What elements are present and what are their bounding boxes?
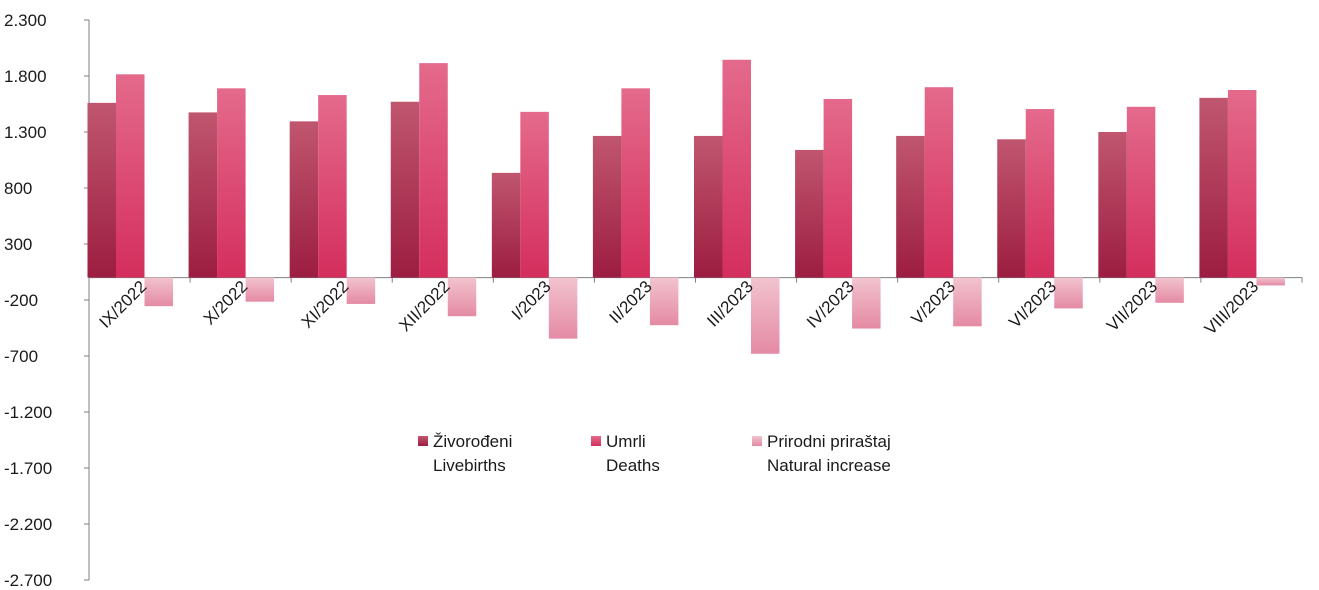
y-tick-label: -1.700	[4, 459, 52, 478]
y-tick-label: -2.700	[4, 571, 52, 590]
bar	[548, 277, 578, 339]
category-label: IX/2022	[95, 277, 150, 332]
bar	[1025, 109, 1055, 278]
bar	[217, 88, 246, 278]
category-label: II/2023	[606, 277, 656, 327]
bar	[852, 277, 881, 329]
bar	[116, 74, 145, 278]
y-tick-label: 800	[4, 179, 32, 198]
category-label: I/2023	[508, 277, 555, 324]
legend-label-line2: Natural increase	[767, 456, 891, 475]
category-label: X/2022	[200, 277, 252, 329]
bar	[592, 135, 622, 278]
legend-label-line1: Umrli	[606, 432, 646, 451]
category-label: VIII/2023	[1201, 277, 1263, 339]
legend-label-line1: Prirodni priraštaj	[767, 432, 891, 451]
bar	[1199, 97, 1228, 278]
bar	[997, 139, 1026, 278]
category-label: XI/2022	[298, 277, 353, 332]
bar	[447, 277, 477, 317]
legend-label-line2: Deaths	[606, 456, 660, 475]
bar	[953, 277, 982, 327]
y-tick-label: 1.300	[4, 123, 47, 142]
bar	[188, 112, 218, 278]
category-label: XII/2022	[395, 277, 453, 335]
bar	[751, 277, 780, 354]
bar	[346, 277, 376, 304]
y-tick-label: 2.300	[4, 11, 47, 30]
bar	[1054, 277, 1083, 309]
bar	[245, 277, 275, 302]
legend-swatch	[418, 436, 428, 446]
bar	[1098, 132, 1127, 278]
bar	[722, 59, 751, 278]
legend-label-line2: Livebirths	[433, 456, 506, 475]
bar	[318, 95, 347, 278]
bar	[896, 135, 925, 278]
bar	[1155, 277, 1184, 303]
legend: Živorođeni Livebirths Umrli Deaths Prirodni …	[418, 432, 891, 475]
category-label: V/2023	[907, 277, 959, 329]
bar	[87, 102, 116, 278]
legend-label-line1: Živorođeni	[433, 432, 512, 451]
bar	[419, 63, 448, 278]
category-label: VII/2023	[1103, 277, 1161, 335]
bar	[924, 87, 954, 278]
bar	[795, 149, 824, 278]
y-tick-label: -200	[4, 291, 38, 310]
legend-swatch	[591, 436, 601, 446]
y-tick-label: -2.200	[4, 515, 52, 534]
y-tick-label: -1.200	[4, 403, 52, 422]
bar	[1256, 277, 1285, 286]
bars	[87, 59, 1285, 354]
bar	[144, 277, 173, 307]
bar	[649, 277, 679, 326]
bar	[694, 135, 723, 278]
y-tick-label: -700	[4, 347, 38, 366]
bar	[491, 172, 521, 278]
legend-swatch	[752, 436, 762, 446]
bar	[520, 111, 549, 278]
y-tick-label: 300	[4, 235, 32, 254]
y-axis: 2.300 1.800 1.300 800 300 -200 -700 -1.200 -1.70…	[4, 11, 90, 590]
bar	[621, 88, 650, 278]
bar	[823, 98, 853, 278]
category-label: III/2023	[703, 277, 757, 331]
bar	[1126, 106, 1156, 278]
bar	[1227, 90, 1257, 278]
bar	[289, 121, 319, 278]
category-label: IV/2023	[803, 277, 858, 332]
category-label: VI/2023	[1005, 277, 1060, 332]
y-tick-label: 1.800	[4, 67, 47, 86]
bar	[390, 101, 420, 278]
